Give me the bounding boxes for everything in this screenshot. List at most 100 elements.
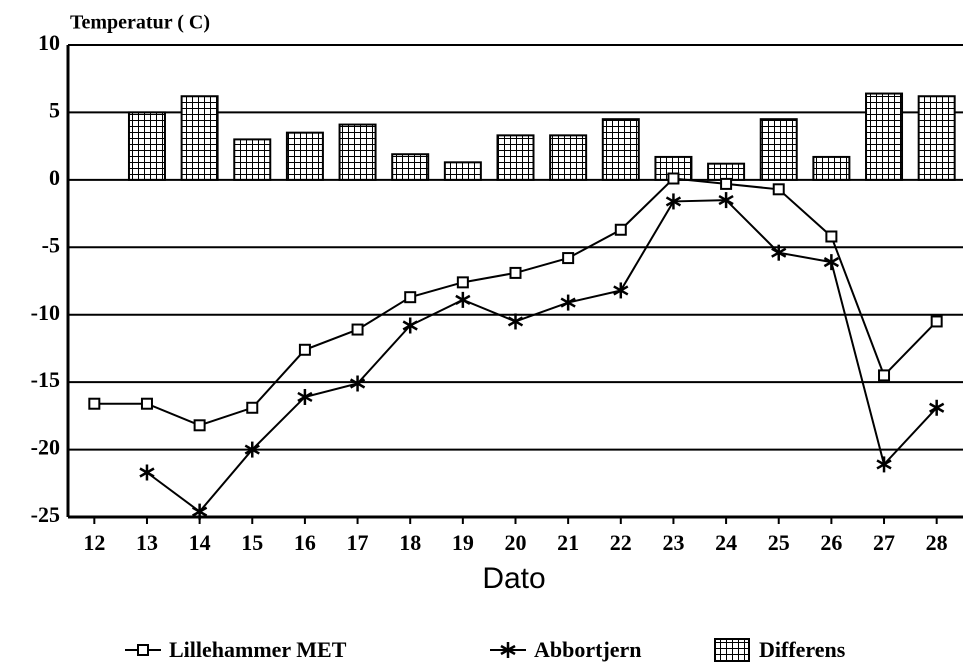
marker — [456, 276, 469, 289]
marker — [771, 244, 787, 261]
x-tick-label: 18 — [399, 530, 421, 555]
y-tick-label: -20 — [31, 435, 60, 460]
marker — [88, 397, 101, 410]
marker-stroke — [139, 467, 155, 478]
y-tick-label: 0 — [49, 165, 60, 190]
marker-stroke — [771, 247, 787, 258]
marker — [825, 230, 838, 243]
marker — [509, 266, 522, 279]
marker — [140, 397, 153, 410]
marker-stroke — [455, 294, 471, 305]
marker — [560, 294, 576, 311]
marker — [876, 456, 892, 473]
marker — [137, 644, 149, 656]
x-axis-label: Dato — [482, 562, 545, 595]
x-tick-label: 13 — [136, 530, 158, 555]
bar — [443, 161, 482, 181]
marker — [878, 369, 891, 382]
bar — [391, 153, 430, 181]
marker-stroke — [560, 297, 576, 308]
marker-stroke — [823, 257, 840, 268]
x-tick-label: 25 — [768, 530, 790, 555]
marker-stroke — [613, 285, 629, 296]
marker — [404, 291, 417, 304]
bar — [549, 134, 588, 181]
marker — [720, 177, 733, 190]
x-tick-label: 19 — [452, 530, 474, 555]
marker-stroke — [718, 195, 734, 206]
legend-label: Differens — [759, 637, 846, 662]
marker — [613, 282, 629, 299]
x-tick-label: 27 — [873, 530, 895, 555]
bar — [917, 95, 956, 181]
x-tick-label: 16 — [294, 530, 316, 555]
x-tick-label: 17 — [347, 530, 369, 555]
line — [94, 177, 938, 427]
marker — [402, 317, 418, 334]
x-tick-label: 24 — [715, 530, 737, 555]
y-tick-label: 5 — [49, 97, 60, 122]
marker — [298, 343, 311, 356]
marker — [562, 252, 575, 265]
legend-label: Abbortjern — [534, 637, 642, 662]
marker-stroke — [665, 196, 682, 207]
x-tick-label: 15 — [241, 530, 263, 555]
marker — [500, 642, 516, 658]
marker — [246, 401, 259, 414]
bar — [707, 162, 746, 181]
bar — [759, 118, 798, 181]
marker-stroke — [349, 378, 366, 389]
bar — [285, 131, 324, 181]
marker — [507, 313, 524, 330]
marker-stroke — [402, 320, 418, 331]
marker — [244, 441, 260, 458]
marker — [614, 223, 627, 236]
marker-stroke — [929, 402, 945, 413]
bar — [812, 155, 851, 181]
x-tick-label: 20 — [505, 530, 527, 555]
marker — [297, 388, 313, 405]
marker — [929, 399, 945, 416]
bar — [865, 92, 904, 181]
y-tick-label: 10 — [38, 30, 60, 55]
bar — [601, 118, 640, 181]
y-tick-label: -10 — [31, 300, 60, 325]
x-tick-label: 22 — [610, 530, 632, 555]
marker — [193, 419, 206, 432]
bar — [496, 134, 535, 181]
marker — [139, 464, 155, 481]
marker — [351, 323, 364, 336]
x-tick-label: 21 — [557, 530, 579, 555]
bar — [127, 111, 166, 181]
marker-stroke — [244, 444, 260, 455]
marker-stroke — [500, 644, 516, 656]
y-tick-label: -25 — [31, 502, 60, 527]
marker — [930, 315, 943, 328]
x-tick-label: 26 — [820, 530, 842, 555]
line — [146, 199, 938, 513]
x-tick-label: 14 — [189, 530, 211, 555]
bar — [233, 138, 272, 181]
legend-swatch — [714, 638, 750, 662]
marker-stroke — [191, 506, 208, 517]
marker — [718, 192, 734, 209]
x-tick-label: 12 — [83, 530, 105, 555]
marker — [665, 193, 682, 210]
marker — [455, 291, 471, 308]
x-tick-label: 23 — [662, 530, 684, 555]
chart-title: Temperatur ( C) — [70, 12, 210, 34]
marker — [823, 254, 840, 271]
bar — [180, 95, 219, 181]
x-tick-label: 28 — [926, 530, 948, 555]
y-tick-label: -5 — [42, 232, 60, 257]
y-tick-label: -15 — [31, 367, 60, 392]
marker-stroke — [876, 459, 892, 470]
legend-label: Lillehammer MET — [169, 637, 347, 662]
bar — [338, 123, 377, 181]
marker-stroke — [297, 391, 313, 403]
marker — [349, 375, 366, 392]
marker-stroke — [507, 316, 524, 327]
marker — [191, 503, 208, 520]
marker — [667, 172, 680, 185]
